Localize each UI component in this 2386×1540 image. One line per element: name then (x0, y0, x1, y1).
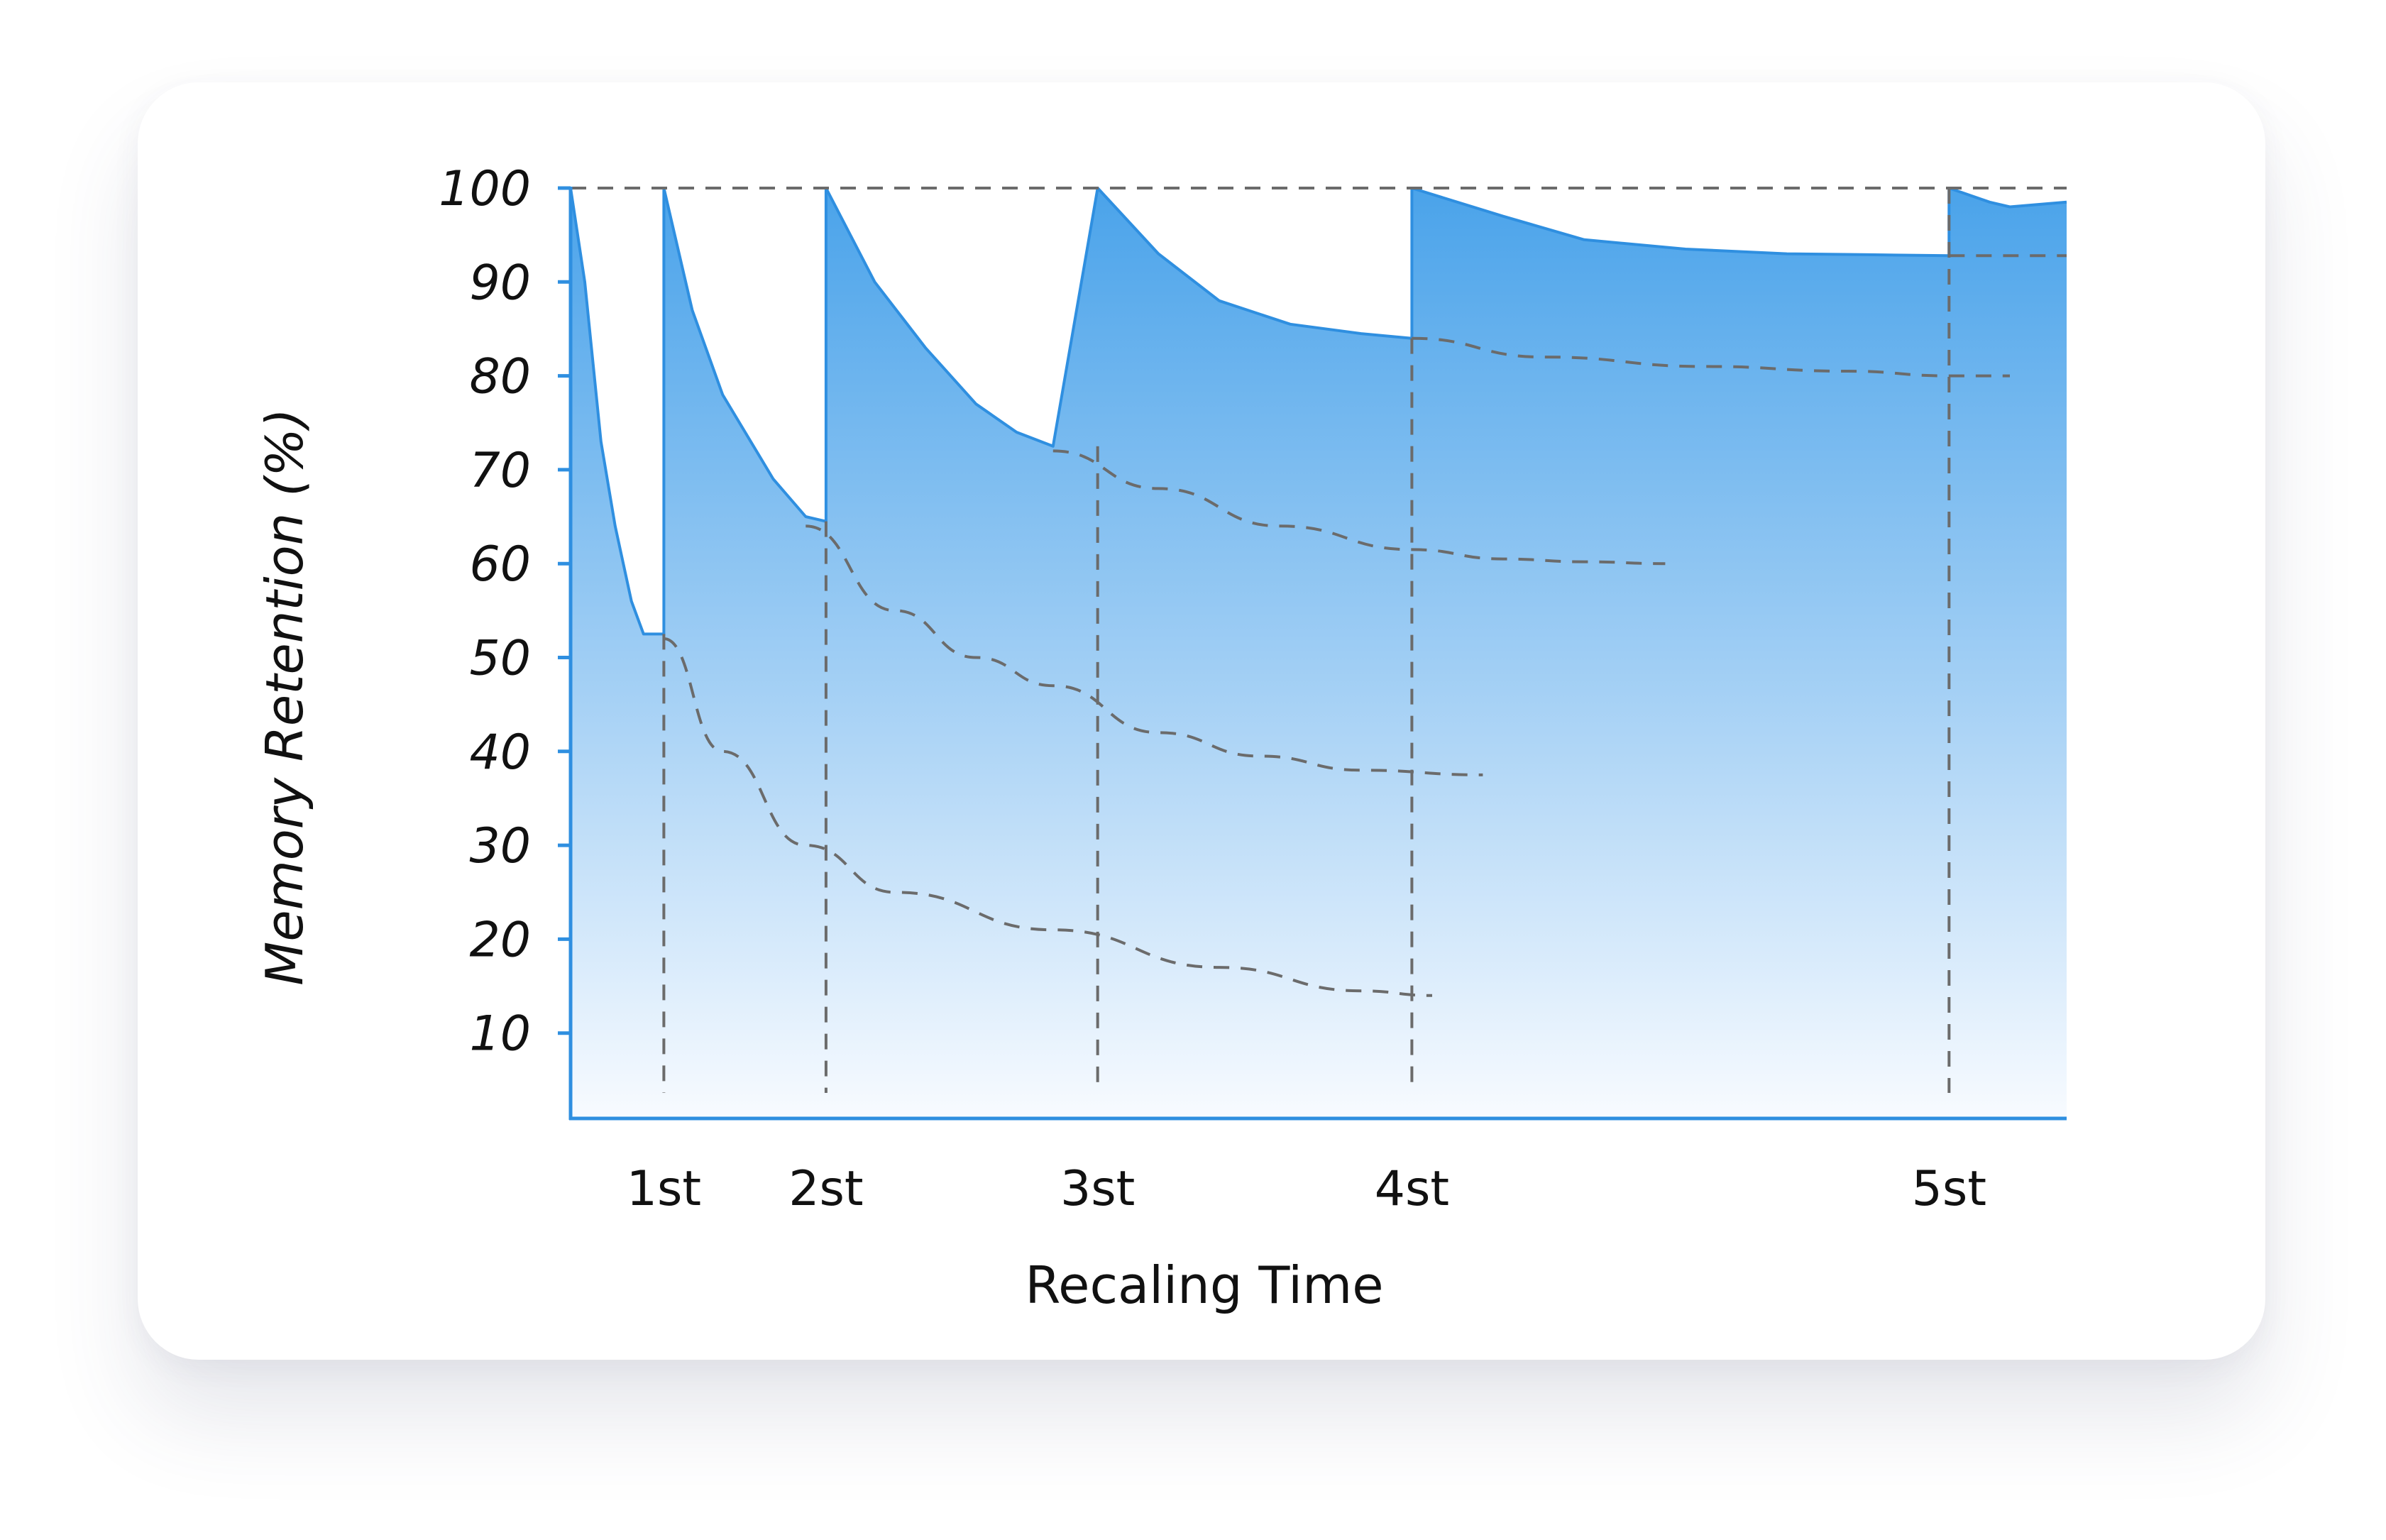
y-tick-label: 20 (469, 912, 531, 968)
y-axis-label: Memory Retention (%) (255, 408, 314, 986)
x-tick-label: 4st (1375, 1161, 1449, 1217)
x-tick-label: 5st (1912, 1161, 1986, 1217)
forgetting-curve (806, 524, 1483, 776)
forgetting-curve (664, 637, 1433, 997)
y-tick-label: 100 (439, 161, 531, 217)
y-tick-label: 10 (469, 1006, 531, 1062)
retention-area-fill (571, 188, 2067, 1118)
y-tick-label: 90 (469, 255, 531, 311)
y-tick-label: 60 (469, 537, 531, 593)
x-tick-labels: 1st 2st 3st 4st 5st (627, 1161, 1986, 1217)
y-tick-label: 50 (469, 631, 531, 687)
y-tick-label: 40 (469, 725, 531, 781)
x-tick-label: 3st (1060, 1161, 1135, 1217)
x-axis-label: Recaling Time (1025, 1255, 1383, 1315)
retention-line (571, 187, 2067, 636)
forgetting-curve (1052, 449, 1666, 566)
forgetting-curve (1412, 336, 2010, 378)
axes (568, 187, 2067, 1121)
y-tick-label: 80 (469, 349, 531, 405)
retention-area (571, 187, 2067, 1118)
x-tick-label: 2st (788, 1161, 863, 1217)
y-tick-labels: 100 90 80 70 60 50 40 30 20 10 (439, 161, 571, 1062)
forgetting-curves (664, 254, 2067, 997)
y-tick-label: 30 (469, 818, 531, 874)
x-tick-label: 1st (627, 1161, 701, 1217)
recall-guide-lines (571, 187, 2067, 1093)
y-tick-label: 70 (469, 443, 531, 499)
